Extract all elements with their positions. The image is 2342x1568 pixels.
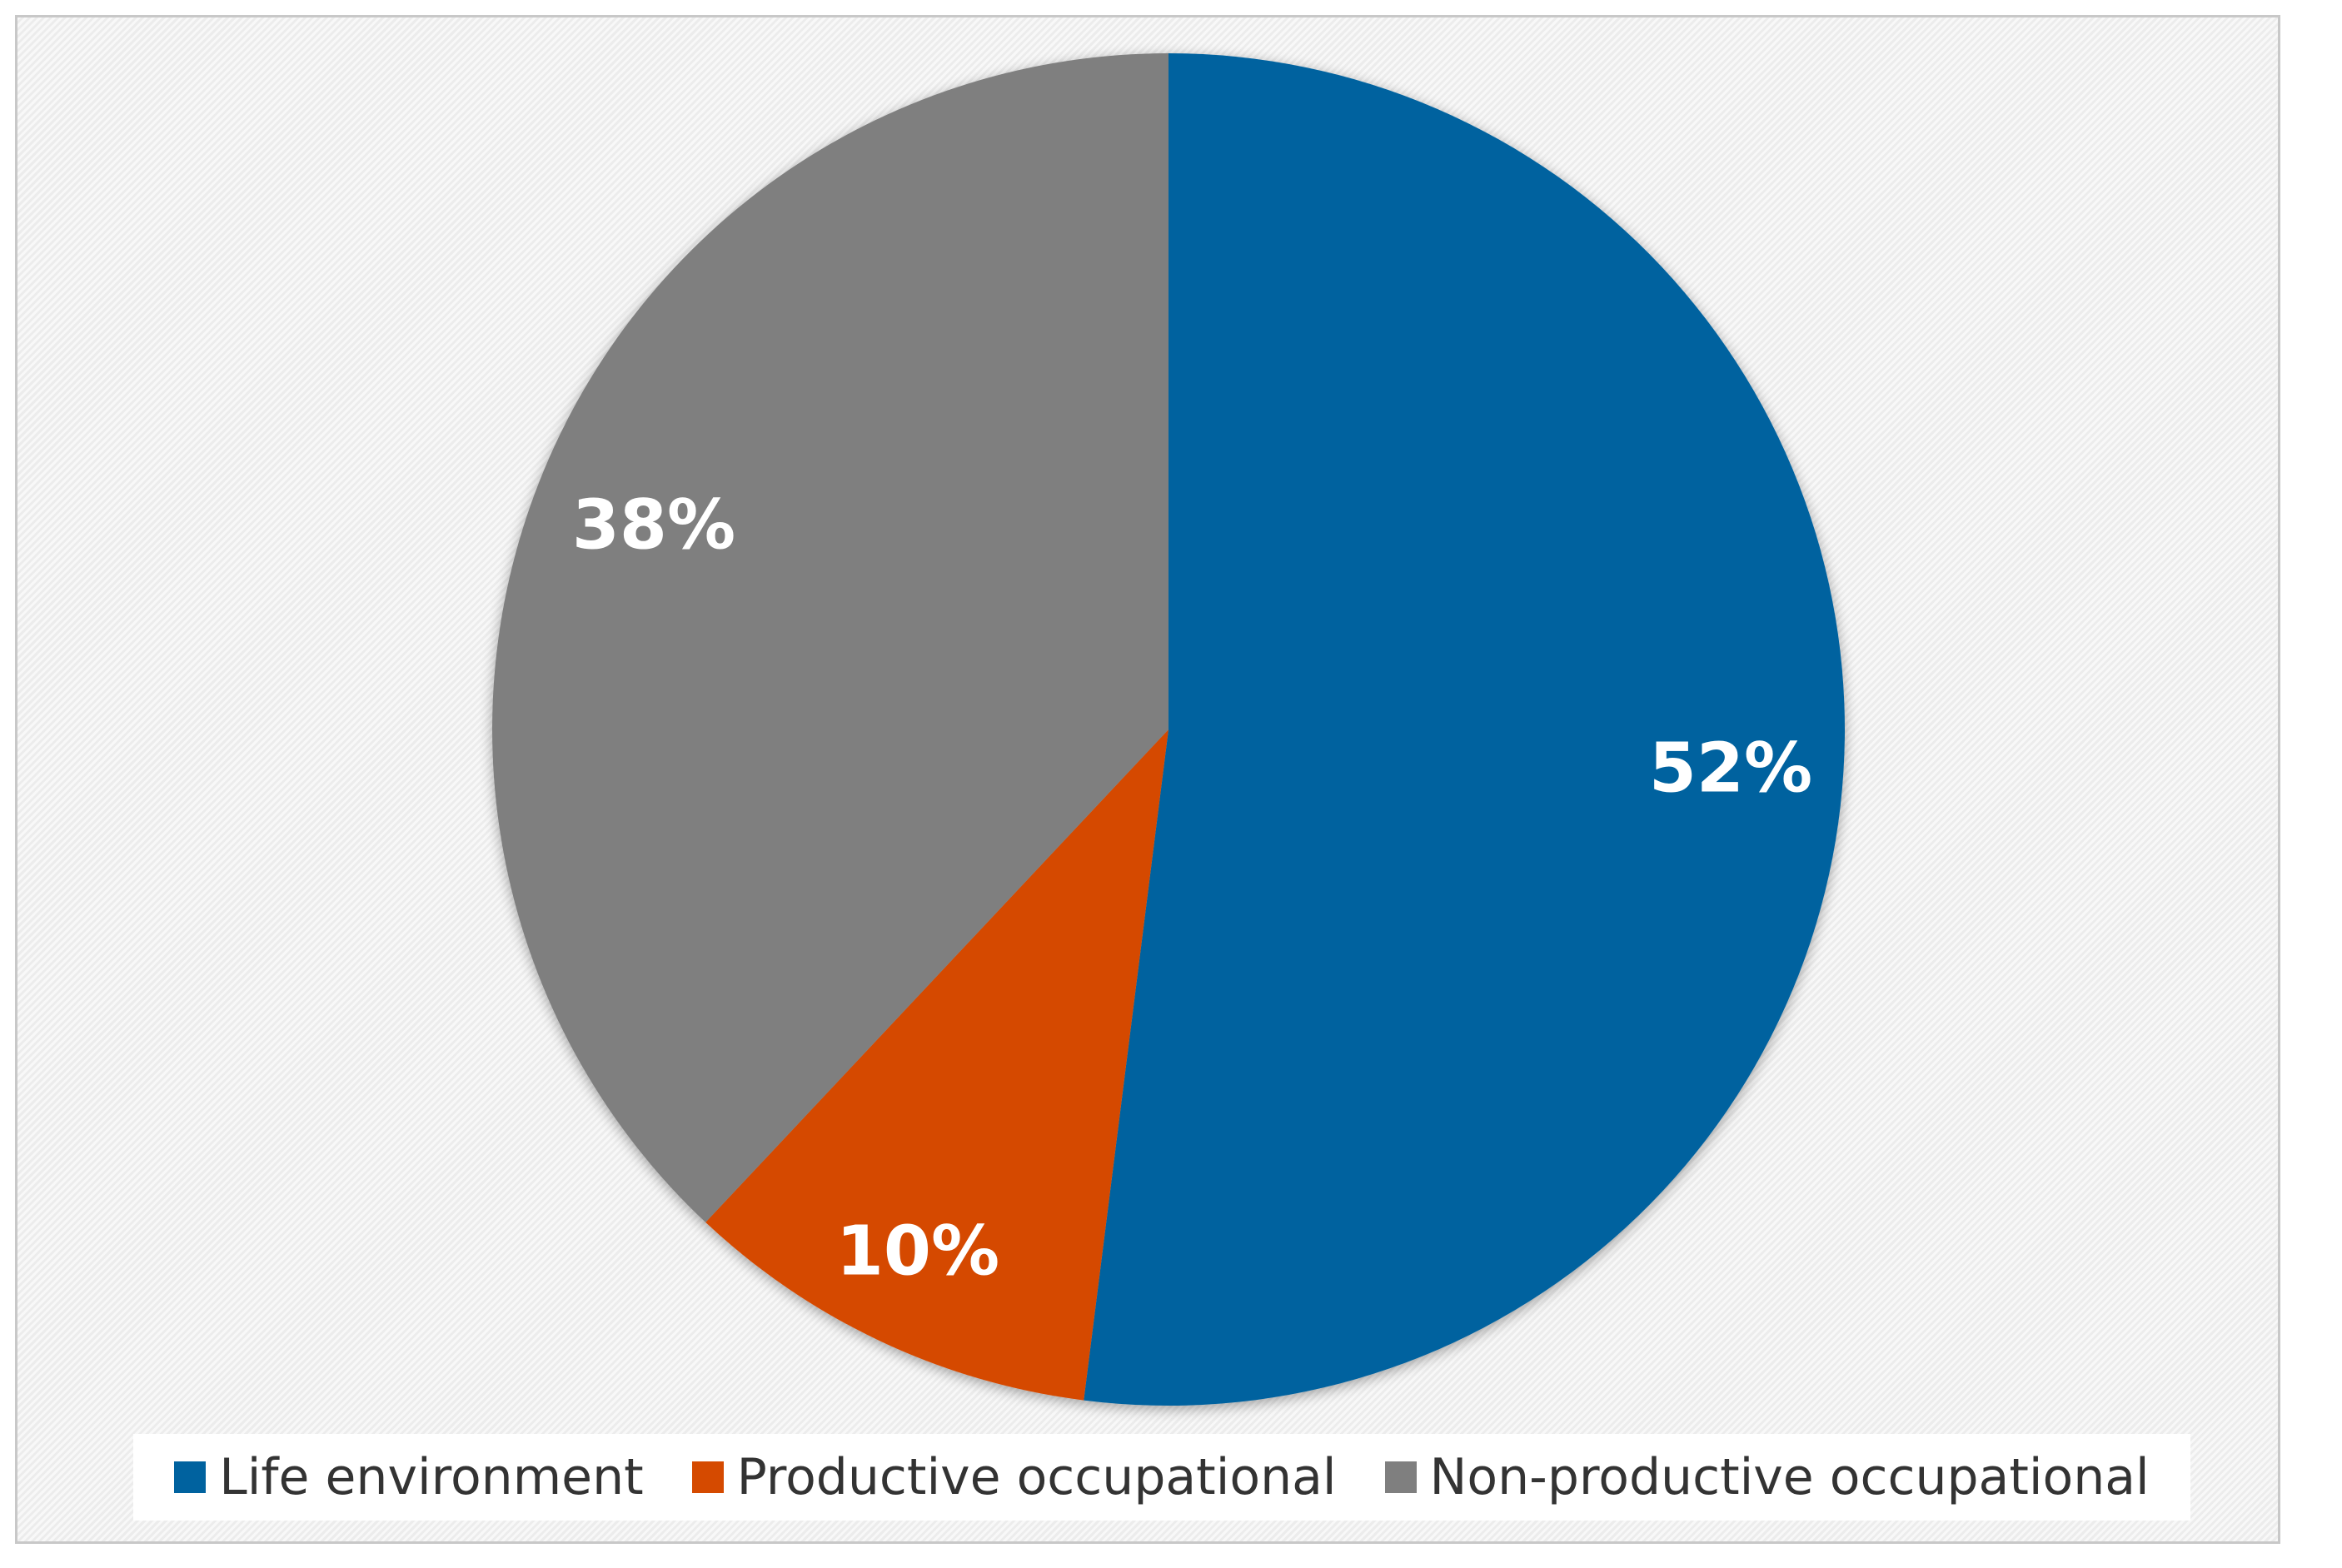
legend-swatch-life-environment: [174, 1461, 207, 1493]
slice-label-non-productive-occupational: 38%: [572, 485, 735, 565]
legend-label-non-productive-occupational: Non-productive occupational: [1429, 1448, 2150, 1506]
pie-slice-non-productive-occupational: [492, 53, 1169, 1222]
pie-slice-life-environment: [1084, 53, 1845, 1406]
legend-item-life-environment: Life environment: [174, 1448, 644, 1506]
legend-swatch-non-productive-occupational: [1384, 1461, 1417, 1493]
legend-item-productive-occupational: Productive occupational: [691, 1448, 1337, 1506]
slice-label-life-environment: 52%: [1649, 729, 1812, 808]
legend: Life environment Productive occupational…: [133, 1434, 2190, 1521]
legend-item-non-productive-occupational: Non-productive occupational: [1384, 1448, 2150, 1506]
legend-label-life-environment: Life environment: [219, 1448, 644, 1506]
slice-label-productive-occupational: 10%: [836, 1212, 999, 1291]
legend-label-productive-occupational: Productive occupational: [736, 1448, 1337, 1506]
pie-slice-productive-occupational: [705, 729, 1169, 1401]
legend-swatch-productive-occupational: [691, 1461, 724, 1493]
